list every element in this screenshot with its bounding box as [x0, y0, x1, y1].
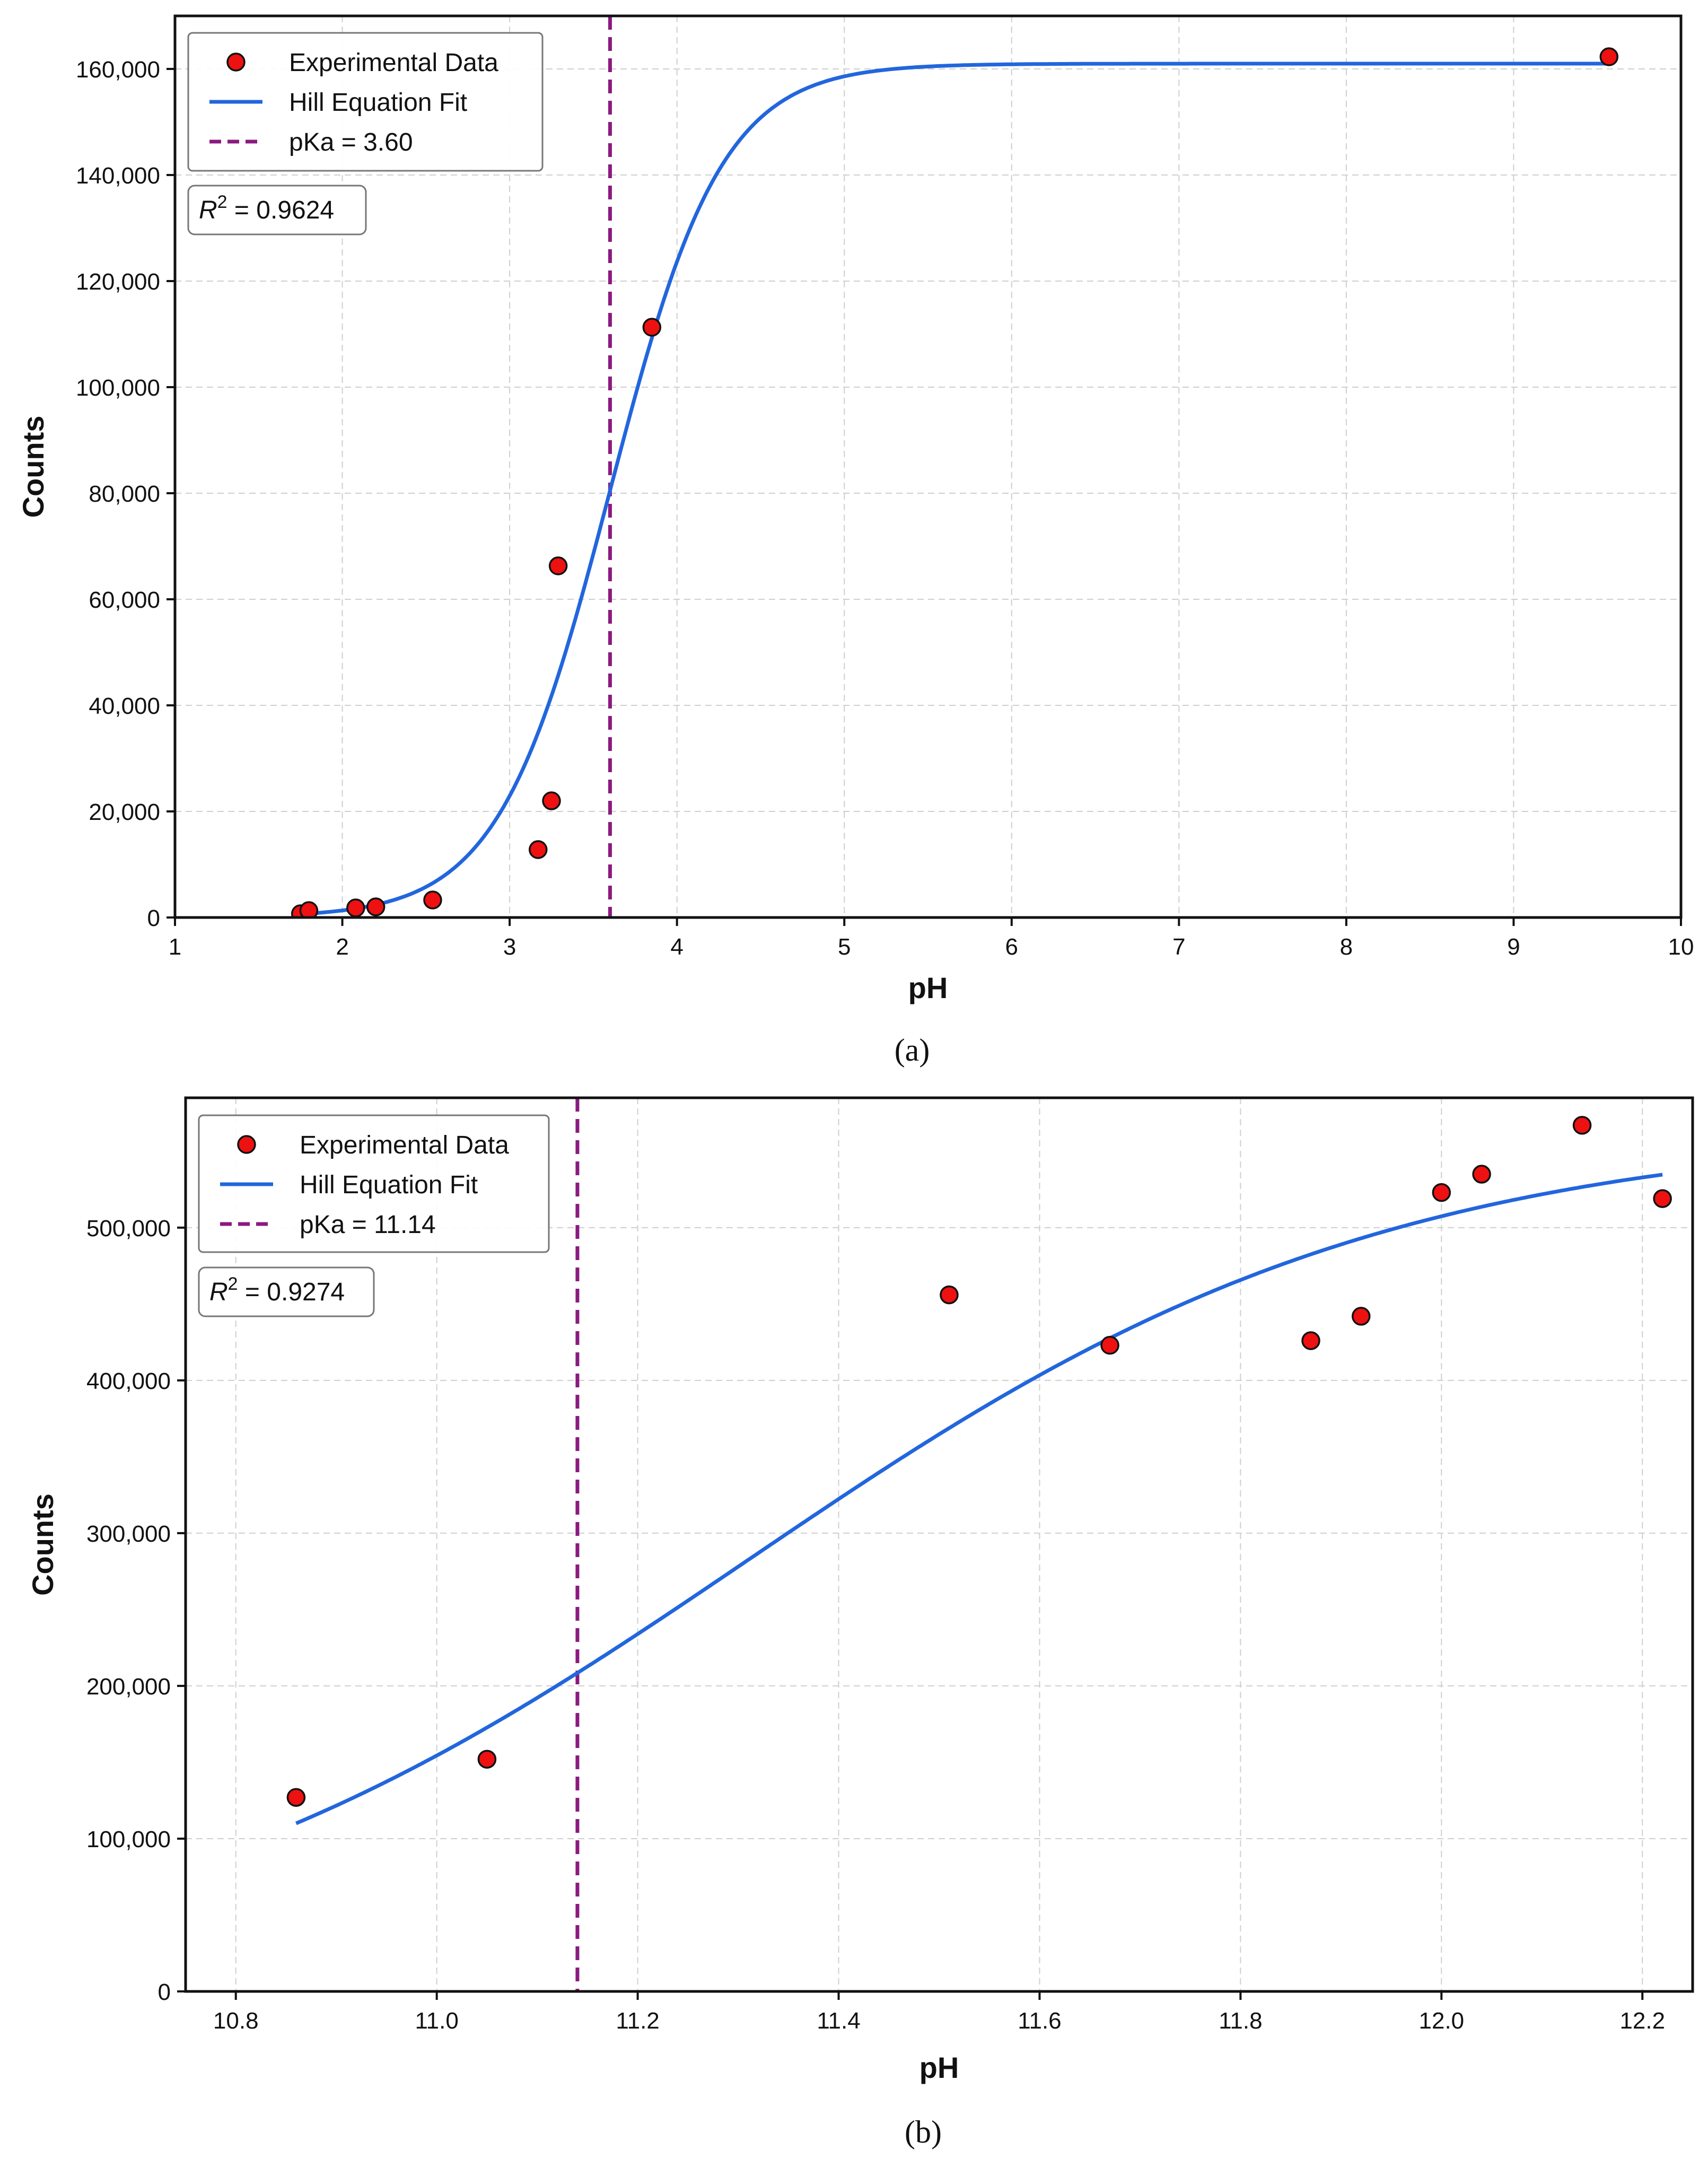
chart-panel-1: 10.8 11.0 11.2 11.4 11.6 11.8 12.0 12.2 0 100,000… [26, 1096, 1694, 2149]
data-point [366, 897, 386, 916]
data-point [346, 898, 365, 917]
data-point [1653, 1189, 1672, 1208]
y-tick-label: 100,000 [86, 1826, 171, 1852]
y-tick-label: 400,000 [86, 1368, 171, 1394]
data-point [1352, 1307, 1371, 1326]
data-point [1432, 1183, 1451, 1202]
x-tick-label: 9 [1507, 934, 1520, 960]
data-point [286, 1788, 306, 1807]
x-tick-label: 11.8 [1219, 2008, 1262, 2034]
plot-area [286, 1098, 1672, 1991]
y-tick-label: 40,000 [89, 693, 160, 719]
x-tick-label: 6 [1005, 934, 1018, 960]
data-point [1100, 1335, 1119, 1355]
x-axis-label: pH [908, 971, 948, 1004]
y-tick-label: 100,000 [76, 375, 160, 401]
legend-label-data: Experimental Data [289, 49, 498, 77]
x-tick-label: 1 [169, 934, 181, 960]
legend-label-pka: pKa = 3.60 [289, 128, 413, 156]
r2-value: = 0.9274 [238, 1278, 345, 1306]
x-tick-label: 11.0 [415, 2008, 458, 2034]
data-point [940, 1285, 959, 1305]
y-tick-label: 20,000 [89, 799, 160, 825]
data-point [1301, 1331, 1320, 1350]
legend-label-fit: Hill Equation Fit [300, 1171, 478, 1199]
y-tick-label: 0 [147, 905, 160, 931]
y-tick-label: 160,000 [76, 57, 160, 83]
r2-symbol: R [199, 196, 217, 224]
x-tick-label: 11.4 [817, 2008, 860, 2034]
data-point [299, 901, 319, 917]
legend-box [187, 32, 544, 172]
axes-frame [173, 14, 1683, 919]
data-point [1599, 47, 1619, 66]
hill-fit-line [300, 62, 1609, 916]
x-tick-label: 2 [336, 934, 348, 960]
x-tick-label: 12.0 [1419, 2008, 1465, 2034]
legend-label-data: Experimental Data [300, 1131, 509, 1159]
x-tick-label: 10.8 [213, 2008, 259, 2034]
data-point [423, 890, 442, 910]
r2-value: = 0.9624 [227, 196, 335, 224]
y-tick-label: 60,000 [89, 587, 160, 613]
x-axis-label: pH [919, 2051, 959, 2084]
x-tick-label: 11.6 [1018, 2008, 1061, 2034]
legend-box [198, 1114, 550, 1253]
legend: Experimental Data Hill Equation Fit pKa = … [198, 1114, 550, 1253]
y-axis-label: Counts [26, 1493, 59, 1596]
x-tick-label: 5 [838, 934, 851, 960]
data-point [477, 1750, 497, 1769]
x-tick-label: 3 [503, 934, 516, 960]
legend-marker-data [226, 53, 246, 72]
y-tick-label: 120,000 [76, 269, 160, 295]
data-point [1572, 1116, 1592, 1135]
panel-label: (a) [895, 1033, 930, 1068]
legend-label-fit: Hill Equation Fit [289, 89, 467, 117]
axes-frame [184, 1096, 1694, 1993]
y-tick-label: 140,000 [76, 163, 160, 189]
data-point [1472, 1165, 1491, 1184]
y-tick-label: 200,000 [86, 1674, 171, 1700]
hill-fit-line [295, 1173, 1663, 1825]
data-point [548, 556, 568, 575]
r2-annotation: R2 = 0.9624 [187, 185, 367, 235]
r2-text: R2 = 0.9274 [209, 1274, 345, 1306]
data-point [542, 791, 561, 810]
y-tick-label: 80,000 [89, 481, 160, 507]
y-axis-label: Counts [16, 416, 50, 518]
data-point [642, 318, 662, 337]
r2-exponent: 2 [217, 192, 227, 212]
r2-box [187, 185, 367, 235]
r2-symbol: R [209, 1278, 228, 1306]
y-tick-label: 0 [158, 1979, 171, 2005]
data-point [529, 840, 548, 859]
x-tick-label: 10 [1668, 934, 1694, 960]
chart-panel-0: 1 2 3 4 5 6 7 8 9 10 0 20,000 40,000 60,000 80,000 100,… [16, 14, 1694, 1068]
legend: Experimental Data Hill Equation Fit pKa = … [187, 32, 544, 172]
x-tick-label: 11.2 [616, 2008, 659, 2034]
legend-label-pka: pKa = 11.14 [300, 1211, 436, 1239]
y-tick-label: 500,000 [86, 1216, 171, 1242]
r2-annotation: R2 = 0.9274 [198, 1266, 375, 1317]
x-tick-label: 7 [1172, 934, 1185, 960]
x-tick-label: 8 [1340, 934, 1353, 960]
r2-text: R2 = 0.9624 [199, 192, 334, 224]
panel-label: (b) [905, 2114, 942, 2149]
plot-area [291, 16, 1619, 917]
x-tick-label: 12.2 [1619, 2008, 1665, 2034]
r2-box [198, 1266, 375, 1317]
legend-marker-data [237, 1135, 256, 1154]
r2-exponent: 2 [228, 1274, 238, 1294]
x-tick-label: 4 [670, 934, 683, 960]
y-tick-label: 300,000 [86, 1521, 171, 1547]
